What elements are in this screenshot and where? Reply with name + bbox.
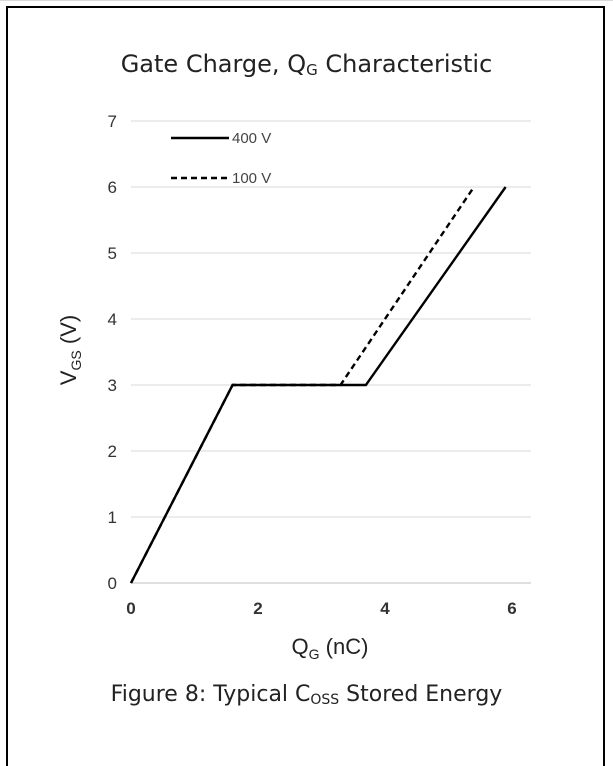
x-tick-labels: 0 2 4 6 (126, 599, 516, 618)
y-tick-labels: 0 1 2 3 4 5 6 7 (108, 112, 117, 593)
y-tick-label: 2 (108, 442, 117, 461)
chart-svg: 0 1 2 3 4 5 6 7 0 2 4 6 400 V 100 V QG (nC) VGS (V) (56, 112, 531, 662)
x-tick-label: 2 (253, 599, 262, 618)
legend-label: 100 V (232, 170, 271, 187)
x-tick-label: 4 (380, 599, 390, 618)
y-tick-label: 5 (108, 244, 117, 263)
y-tick-label: 3 (108, 376, 117, 395)
y-tick-label: 7 (108, 112, 117, 131)
y-tick-label: 6 (108, 178, 117, 197)
figure-caption: Figure 8: Typical COSS Stored Energy (110, 682, 503, 708)
legend-label: 400 V (232, 130, 271, 147)
y-tick-label: 1 (108, 508, 117, 527)
y-tick-label: 0 (108, 574, 117, 593)
legend: 400 V 100 V (171, 130, 271, 187)
top-separator (0, 0, 613, 1)
figure-frame (6, 6, 605, 766)
x-axis-label: QG (nC) (292, 634, 369, 662)
x-tick-label: 6 (507, 599, 516, 618)
series-lines (129, 186, 507, 584)
chart-title: Gate Charge, QG Characteristic (120, 50, 493, 79)
x-tick-label: 0 (126, 599, 135, 618)
y-axis-label: VGS (V) (56, 315, 84, 385)
series-line-400v (129, 186, 507, 584)
y-tick-label: 4 (108, 310, 117, 329)
